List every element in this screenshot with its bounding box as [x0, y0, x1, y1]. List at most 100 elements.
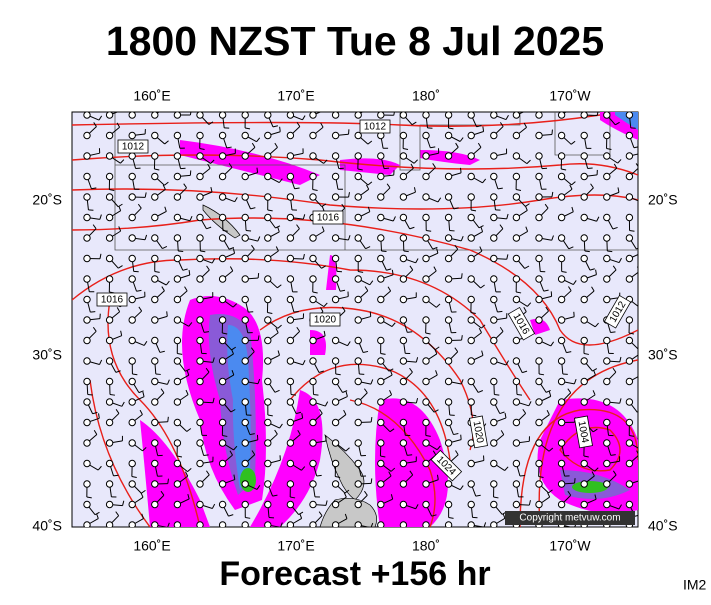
station: [400, 153, 406, 159]
station: [626, 501, 632, 507]
wind-barb-feather: [607, 251, 612, 252]
station: [84, 460, 90, 466]
station: [84, 337, 90, 343]
station: [536, 501, 542, 507]
station: [197, 235, 203, 241]
station: [84, 276, 90, 282]
station: [355, 399, 361, 405]
station: [423, 235, 429, 241]
wind-barb-feather: [641, 198, 644, 202]
station: [197, 399, 203, 405]
station: [84, 153, 90, 159]
station: [219, 378, 225, 384]
wind-barb-feather: [367, 103, 369, 107]
station: [287, 440, 293, 446]
station: [513, 132, 519, 138]
station: [355, 501, 361, 507]
station: [129, 112, 135, 118]
station: [355, 153, 361, 159]
station: [174, 132, 180, 138]
station: [604, 440, 610, 446]
station: [378, 276, 384, 282]
station: [355, 317, 361, 323]
wind-barb-feather: [342, 102, 345, 106]
wind-barb-feather: [462, 335, 463, 340]
station: [468, 132, 474, 138]
station: [626, 276, 632, 282]
station: [626, 419, 632, 425]
station: [513, 481, 519, 487]
station: [287, 132, 293, 138]
station: [400, 358, 406, 364]
station: [400, 337, 406, 343]
station: [219, 501, 225, 507]
station: [423, 460, 429, 466]
station: [129, 440, 135, 446]
station: [468, 214, 474, 220]
station: [287, 501, 293, 507]
station: [152, 501, 158, 507]
station: [174, 419, 180, 425]
station: [536, 337, 542, 343]
station: [287, 276, 293, 282]
station: [558, 358, 564, 364]
wind-barb-feather: [280, 127, 281, 132]
station: [84, 255, 90, 261]
station: [355, 378, 361, 384]
station: [219, 317, 225, 323]
wind-barb-feather: [121, 105, 122, 110]
station: [242, 378, 248, 384]
wind-barb-feather: [640, 304, 644, 307]
station: [242, 153, 248, 159]
station: [604, 378, 610, 384]
station: [242, 255, 248, 261]
station: [265, 194, 271, 200]
station: [581, 296, 587, 302]
station: [197, 337, 203, 343]
station: [219, 153, 225, 159]
station: [400, 296, 406, 302]
station: [355, 481, 361, 487]
station: [174, 440, 180, 446]
latitude-label: 30˚S: [648, 347, 678, 363]
station: [106, 132, 112, 138]
station: [332, 419, 338, 425]
wind-barb-feather: [324, 105, 325, 110]
station: [242, 194, 248, 200]
station: [174, 481, 180, 487]
station: [310, 460, 316, 466]
station: [197, 440, 203, 446]
station: [152, 337, 158, 343]
station: [468, 358, 474, 364]
station: [197, 419, 203, 425]
station: [626, 173, 632, 179]
station: [287, 296, 293, 302]
station: [423, 358, 429, 364]
wind-barb-feather: [168, 417, 169, 422]
station: [400, 194, 406, 200]
station: [197, 481, 203, 487]
station: [581, 112, 587, 118]
longitude-label: 170˚W: [549, 538, 591, 554]
station: [106, 255, 112, 261]
station: [604, 276, 610, 282]
station: [242, 173, 248, 179]
station: [310, 481, 316, 487]
station: [558, 501, 564, 507]
station: [445, 112, 451, 118]
station: [355, 235, 361, 241]
station: [265, 235, 271, 241]
station: [152, 235, 158, 241]
station: [265, 296, 271, 302]
station: [468, 296, 474, 302]
station: [513, 235, 519, 241]
wind-barb-feather: [314, 394, 319, 395]
station: [468, 235, 474, 241]
station: [242, 296, 248, 302]
station: [84, 399, 90, 405]
wind-barb-feather: [639, 370, 641, 375]
isobar-label: 1012: [364, 122, 387, 133]
station: [558, 276, 564, 282]
station: [219, 460, 225, 466]
station: [332, 235, 338, 241]
